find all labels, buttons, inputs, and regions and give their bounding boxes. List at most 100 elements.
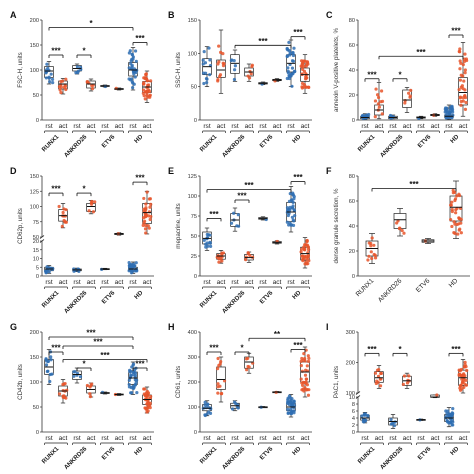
- data-point: [130, 264, 134, 268]
- x-tick-label: rst: [203, 123, 210, 130]
- data-point: [216, 382, 220, 386]
- data-point: [450, 224, 454, 229]
- data-point: [130, 365, 134, 369]
- data-point: [375, 93, 380, 97]
- data-point: [204, 242, 208, 246]
- data-point: [93, 200, 97, 204]
- data-point: [456, 232, 460, 236]
- data-point: [247, 76, 252, 80]
- significance-label: ***: [293, 341, 303, 350]
- y-axis-label: dense granule secretion, %: [333, 188, 340, 263]
- data-point: [300, 381, 304, 385]
- x-tick-label: act: [459, 435, 468, 442]
- group-label: ANKRD26: [379, 133, 405, 159]
- data-point: [369, 241, 373, 246]
- data-point: [374, 381, 378, 386]
- data-point: [451, 420, 455, 424]
- data-point: [389, 422, 393, 426]
- data-point: [64, 77, 68, 81]
- data-point: [454, 211, 458, 215]
- data-point: [458, 78, 463, 82]
- data-point: [61, 210, 65, 215]
- data-point: [232, 59, 236, 63]
- x-tick-label: rst: [259, 435, 266, 442]
- data-point: [132, 385, 136, 389]
- x-tick-label: rst: [445, 123, 452, 130]
- data-point: [375, 368, 380, 372]
- data-point: [286, 66, 290, 70]
- data-point: [145, 402, 149, 406]
- y-tick-label: 15: [33, 248, 39, 254]
- data-point: [461, 62, 465, 67]
- data-point: [131, 81, 135, 85]
- data-point: [219, 392, 223, 396]
- data-point: [89, 383, 93, 388]
- significance-label: ***: [258, 37, 268, 46]
- data-point: [59, 85, 63, 89]
- data-point: [407, 374, 411, 378]
- y-tick-label: 75: [33, 220, 39, 226]
- data-point: [299, 359, 303, 363]
- data-point: [402, 374, 407, 378]
- data-point: [443, 107, 447, 111]
- data-point: [374, 87, 378, 91]
- significance-label: ***: [86, 329, 96, 338]
- data-point: [290, 215, 294, 219]
- y-tick-label: 125: [188, 174, 197, 180]
- y-tick-label: 25: [191, 254, 197, 260]
- data-point: [453, 222, 457, 226]
- data-point: [232, 211, 236, 215]
- data-point: [460, 377, 464, 381]
- y-tick-label: 80: [349, 174, 355, 180]
- data-point: [208, 411, 213, 415]
- group-label: ANKRD26: [221, 133, 247, 159]
- data-point: [145, 190, 149, 194]
- significance-label: ***: [293, 28, 303, 37]
- data-point: [380, 112, 384, 116]
- data-point: [451, 423, 455, 427]
- y-axis-label: mepacrine, units: [175, 203, 182, 248]
- data-point: [304, 85, 308, 89]
- data-point: [148, 205, 152, 209]
- significance-label: ***: [135, 174, 145, 183]
- x-tick-label: act: [143, 279, 152, 286]
- data-point: [459, 374, 463, 378]
- data-point: [205, 80, 209, 85]
- data-point: [114, 86, 118, 90]
- y-tick-label: 20: [33, 239, 39, 245]
- x-tick-label: act: [59, 279, 68, 286]
- data-point: [48, 80, 52, 84]
- data-point: [221, 251, 226, 255]
- group-label: ETV6: [101, 445, 117, 461]
- y-axis-label: CD61, units: [175, 366, 182, 398]
- data-point: [219, 50, 223, 55]
- data-point: [209, 244, 213, 248]
- x-tick-label: rst: [101, 279, 108, 286]
- group-label: HD: [449, 445, 461, 457]
- data-point: [464, 100, 468, 105]
- data-point: [44, 76, 48, 80]
- data-point: [127, 51, 131, 55]
- data-point: [147, 197, 151, 201]
- data-point: [49, 72, 53, 76]
- data-point: [463, 360, 467, 364]
- data-point: [291, 50, 295, 55]
- data-point: [289, 72, 293, 76]
- data-point: [300, 356, 304, 361]
- x-tick-label: rst: [101, 123, 108, 130]
- data-point: [216, 391, 220, 395]
- x-tick-label: rst: [231, 435, 238, 442]
- data-point: [127, 66, 131, 70]
- data-point: [141, 88, 146, 92]
- panel-letter: G: [10, 322, 17, 332]
- data-point: [292, 219, 296, 223]
- data-point: [293, 69, 297, 73]
- data-point: [45, 62, 49, 66]
- data-point: [372, 252, 376, 257]
- data-point: [289, 223, 293, 227]
- data-point: [458, 227, 462, 231]
- x-tick-label: act: [59, 123, 68, 130]
- data-point: [230, 58, 234, 62]
- group-label: ANKRD26: [221, 289, 247, 315]
- data-point: [286, 71, 290, 75]
